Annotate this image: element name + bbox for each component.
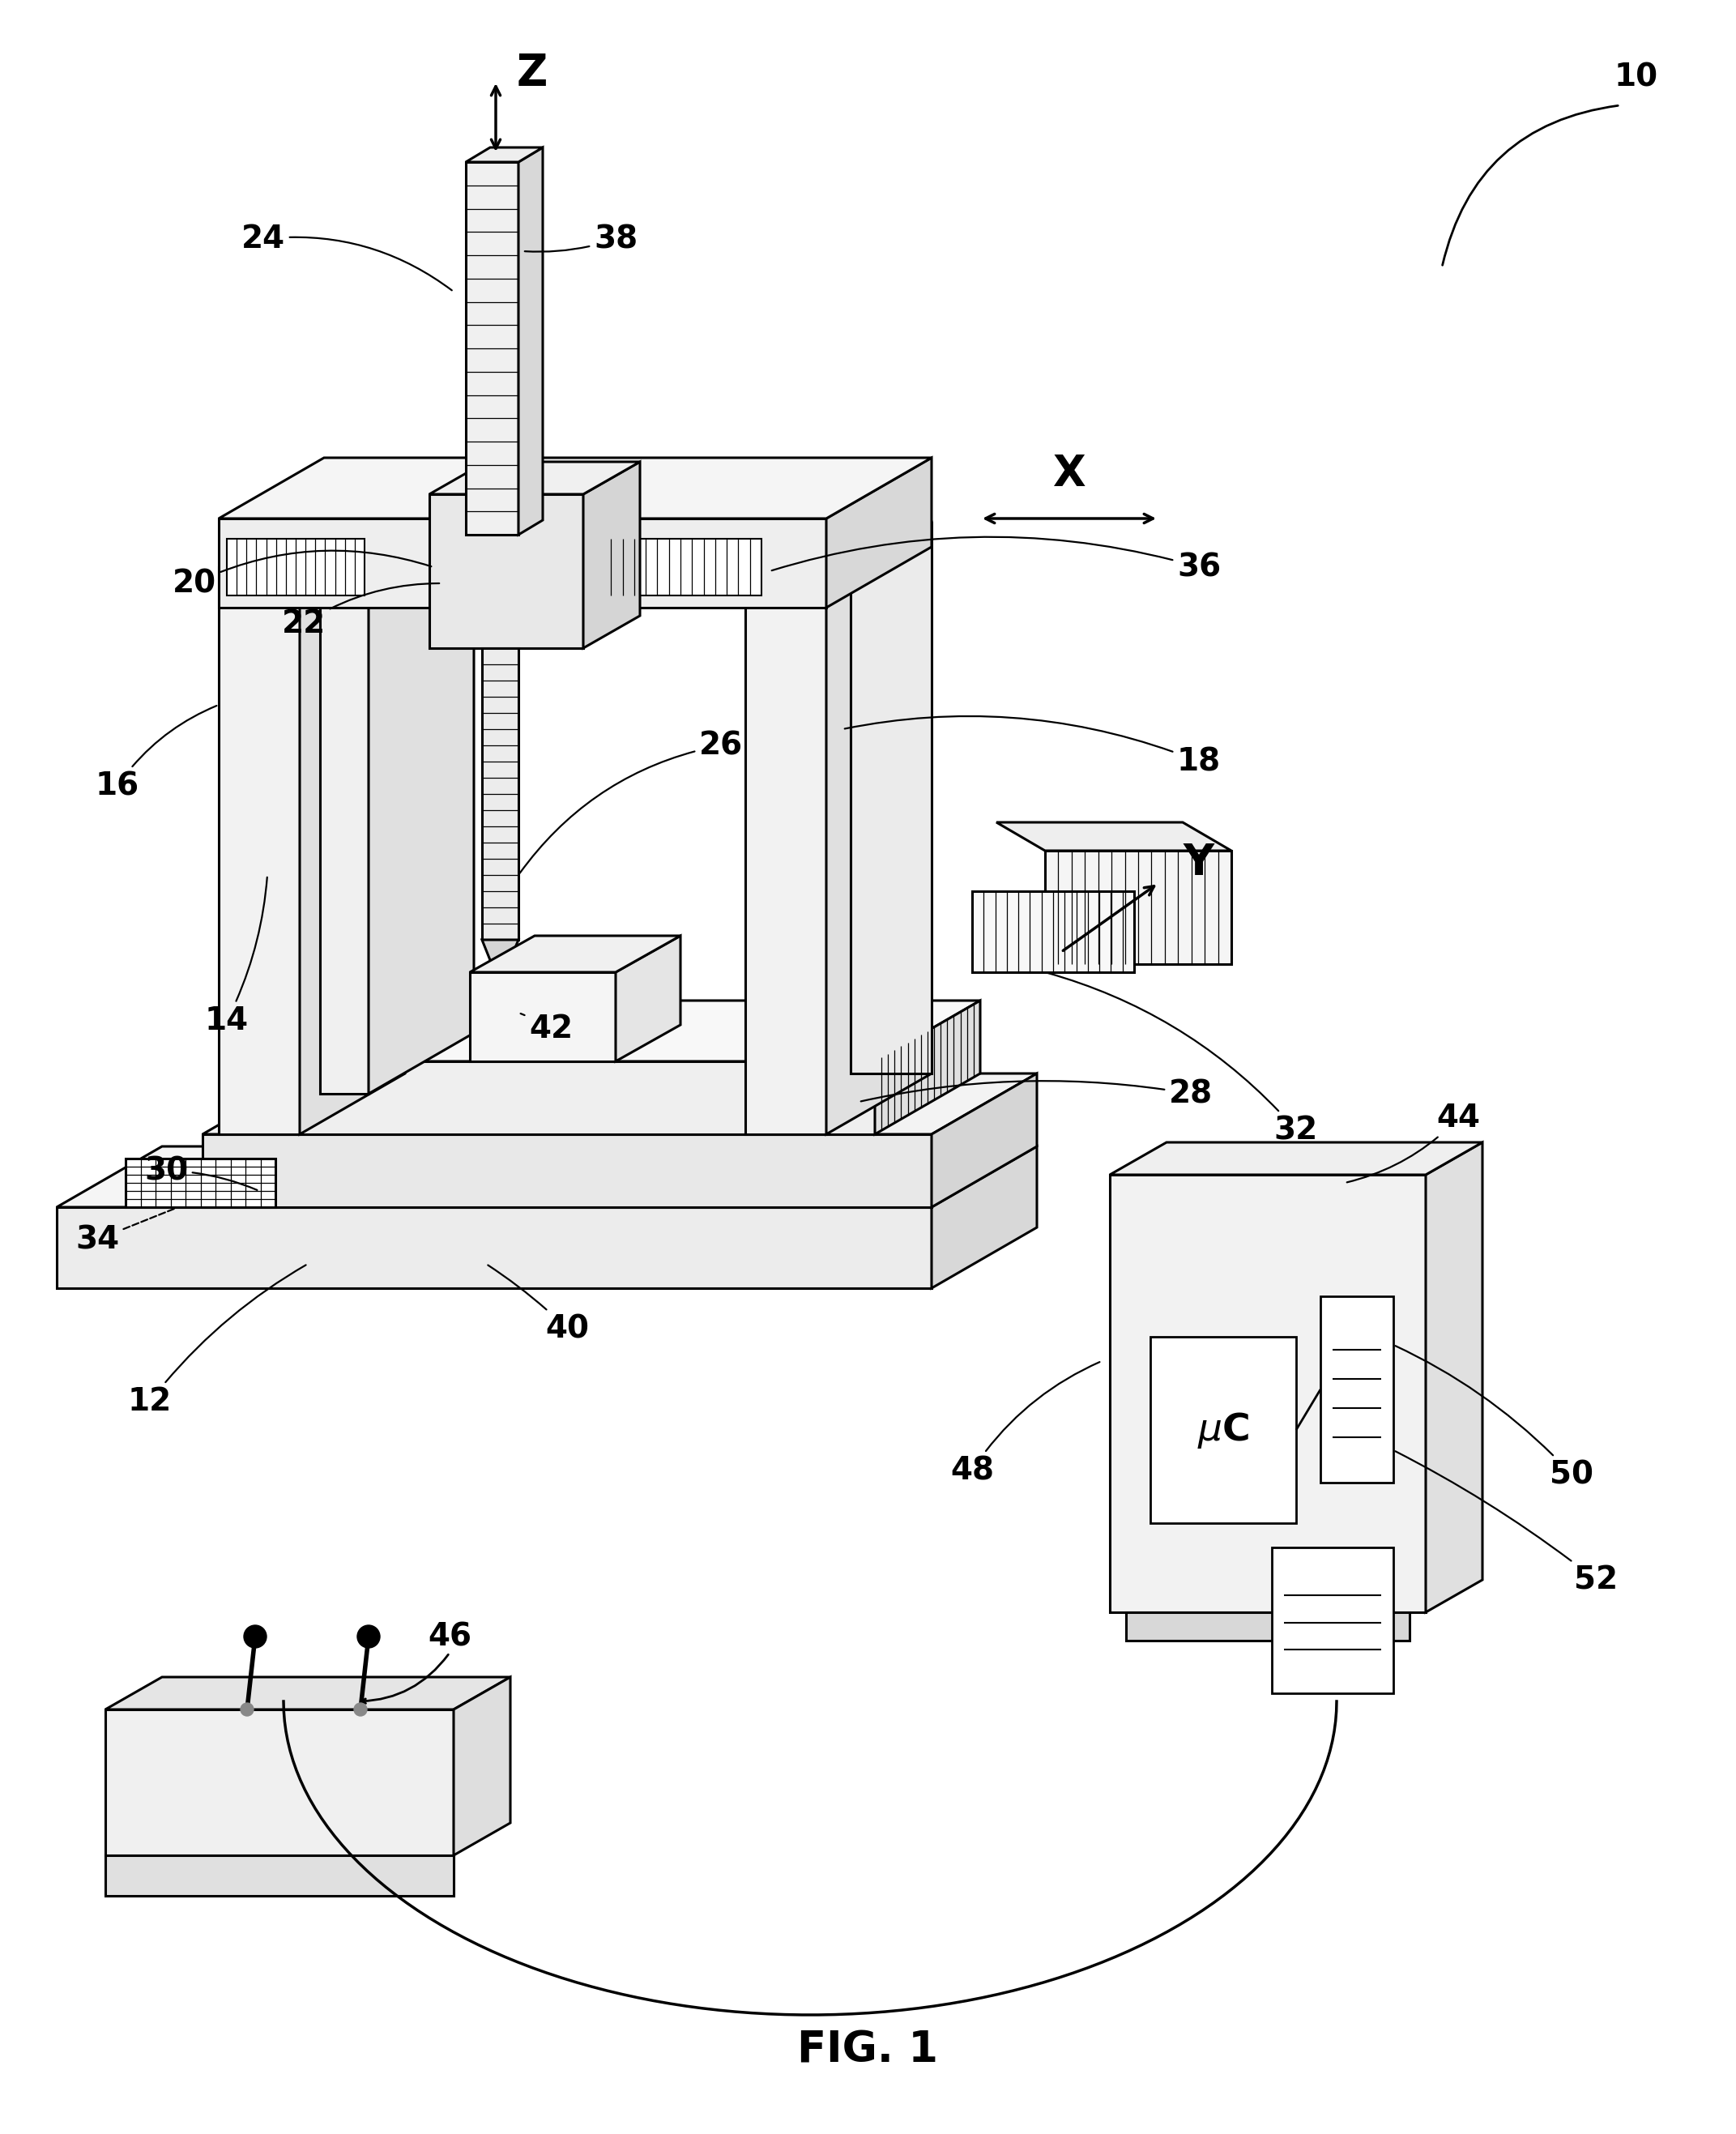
- Polygon shape: [219, 506, 404, 568]
- Text: 38: 38: [524, 224, 637, 254]
- Polygon shape: [851, 523, 932, 1073]
- Polygon shape: [319, 568, 368, 1095]
- Polygon shape: [972, 892, 1134, 973]
- Polygon shape: [1321, 1295, 1394, 1483]
- Polygon shape: [219, 459, 932, 519]
- Polygon shape: [1109, 1142, 1483, 1174]
- Text: FIG. 1: FIG. 1: [797, 2029, 937, 2070]
- Polygon shape: [745, 523, 932, 583]
- Text: Z: Z: [517, 51, 549, 94]
- Polygon shape: [1045, 851, 1231, 965]
- Polygon shape: [932, 1073, 1036, 1208]
- Text: 22: 22: [281, 583, 439, 640]
- Polygon shape: [745, 583, 826, 1135]
- Polygon shape: [259, 1001, 981, 1061]
- Text: 16: 16: [95, 706, 217, 800]
- Text: 10: 10: [1614, 62, 1658, 92]
- Polygon shape: [1109, 1174, 1425, 1613]
- Polygon shape: [219, 568, 300, 1135]
- Text: 50: 50: [1396, 1347, 1594, 1490]
- Polygon shape: [57, 1146, 1036, 1208]
- Polygon shape: [300, 506, 404, 1135]
- Text: 28: 28: [861, 1078, 1213, 1110]
- Polygon shape: [453, 1677, 510, 1854]
- Text: 48: 48: [950, 1361, 1099, 1485]
- Polygon shape: [875, 1001, 981, 1135]
- Text: 14: 14: [205, 877, 267, 1037]
- Text: 40: 40: [488, 1265, 589, 1344]
- Polygon shape: [599, 538, 762, 595]
- Text: 46: 46: [427, 1622, 472, 1652]
- Text: 44: 44: [1347, 1103, 1481, 1182]
- Text: 42: 42: [521, 1014, 573, 1044]
- Text: 12: 12: [128, 1265, 306, 1417]
- Text: 36: 36: [773, 538, 1220, 583]
- Text: 32: 32: [1047, 973, 1318, 1146]
- Circle shape: [243, 1626, 267, 1647]
- Polygon shape: [368, 506, 474, 1095]
- Polygon shape: [1151, 1336, 1297, 1524]
- Polygon shape: [219, 519, 826, 608]
- Polygon shape: [465, 147, 543, 162]
- Polygon shape: [470, 935, 681, 973]
- Text: 20: 20: [172, 551, 431, 600]
- Polygon shape: [106, 1709, 453, 1854]
- Text: 52: 52: [1396, 1451, 1618, 1596]
- Polygon shape: [203, 1073, 1036, 1135]
- Polygon shape: [1272, 1547, 1394, 1692]
- Polygon shape: [996, 822, 1231, 851]
- Polygon shape: [483, 649, 519, 939]
- Circle shape: [241, 1703, 253, 1716]
- Text: 24: 24: [241, 224, 451, 290]
- Polygon shape: [106, 1677, 510, 1709]
- Text: X: X: [1052, 452, 1085, 495]
- Text: 26: 26: [519, 730, 743, 873]
- Polygon shape: [470, 973, 616, 1061]
- Polygon shape: [826, 459, 932, 608]
- Polygon shape: [483, 939, 519, 984]
- Polygon shape: [259, 1061, 875, 1135]
- Polygon shape: [465, 162, 519, 536]
- Polygon shape: [583, 461, 641, 649]
- Polygon shape: [1425, 1142, 1483, 1613]
- Text: 34: 34: [75, 1208, 175, 1255]
- Polygon shape: [519, 147, 543, 536]
- Polygon shape: [616, 935, 681, 1061]
- Text: 30: 30: [144, 1154, 257, 1191]
- Polygon shape: [203, 1135, 932, 1208]
- Polygon shape: [429, 495, 583, 649]
- Circle shape: [354, 1703, 366, 1716]
- Text: Y: Y: [1184, 841, 1215, 883]
- Circle shape: [358, 1626, 380, 1647]
- Polygon shape: [57, 1208, 932, 1289]
- Polygon shape: [826, 523, 932, 1135]
- Text: 18: 18: [845, 717, 1220, 777]
- Text: $\mu$C: $\mu$C: [1198, 1411, 1250, 1449]
- Polygon shape: [227, 538, 365, 595]
- Polygon shape: [932, 1146, 1036, 1289]
- Polygon shape: [429, 461, 641, 495]
- Polygon shape: [106, 1854, 453, 1895]
- Polygon shape: [1127, 1613, 1410, 1641]
- Polygon shape: [125, 1159, 276, 1208]
